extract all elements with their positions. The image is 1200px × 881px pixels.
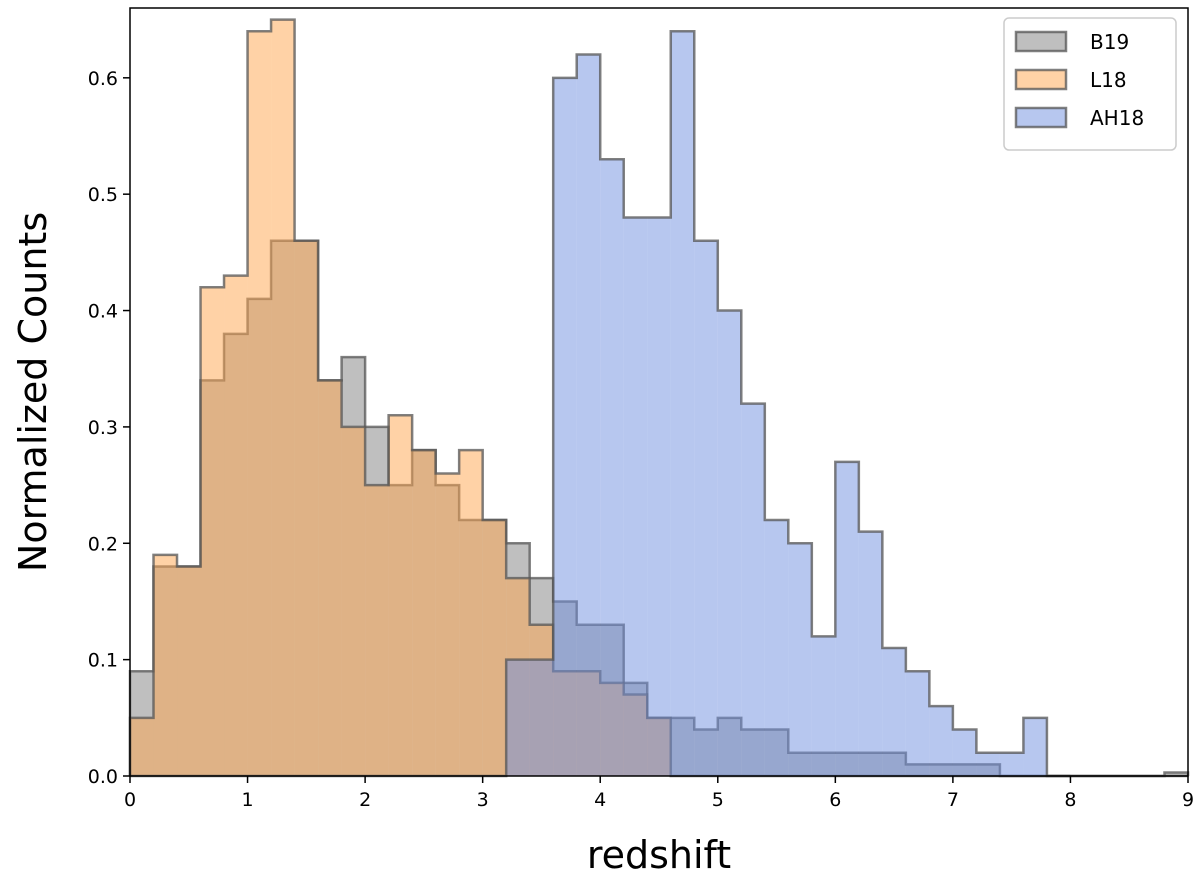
bar [576,54,601,776]
bar [1023,717,1047,776]
legend-swatch [1014,30,1068,53]
bar [553,77,577,777]
bar [412,450,436,776]
legend-label: B19 [1090,30,1129,54]
y-tick-label: 0.5 [88,184,118,206]
x-tick-label: 2 [359,789,371,811]
bar [506,659,530,776]
plot-frame [129,7,1189,777]
bar [670,31,695,777]
bar [835,461,859,776]
x-tick-label: 1 [242,789,254,811]
x-tick-label: 5 [712,789,724,811]
y-tick-label: 0.1 [88,650,118,672]
x-tick-label: 0 [124,789,136,811]
legend-label: AH18 [1090,106,1144,130]
x-tick-label: 7 [947,789,959,811]
y-tick-label: 0.6 [88,68,118,90]
bar [177,566,201,776]
bar [952,729,977,776]
y-axis-label: Normalized Counts [11,212,55,572]
y-tick-label: 0.2 [88,533,118,555]
bar [623,217,648,777]
series-ah18 [130,30,1071,778]
bar [435,473,460,776]
x-tick-label: 9 [1182,789,1194,811]
bar [341,426,366,776]
bar [271,19,295,777]
legend: B19 L18 AH18 [1003,17,1177,151]
x-tick-label: 3 [477,789,489,811]
bar [153,554,178,776]
axis-ticks: 0 1 2 3 4 5 6 7 8 9 0.0 0.1 0.2 0.3 0.4 0.5 0.6 [88,68,1194,811]
x-tick-label: 6 [829,789,841,811]
bar [294,240,319,776]
legend-swatch [1014,106,1068,129]
bar [1164,772,1188,776]
bar [882,648,906,776]
bar [247,31,272,777]
bar [529,659,554,776]
legend-swatch [1014,68,1068,91]
bar [365,485,389,776]
bar [976,752,1000,776]
bar [811,636,836,776]
bar [459,450,483,776]
bar [388,415,413,776]
x-tick-label: 4 [594,789,606,811]
legend-label: L18 [1090,68,1127,92]
bar [764,520,789,776]
x-tick-label: 8 [1064,789,1076,811]
bar [929,706,953,776]
y-tick-label: 0.3 [88,417,118,439]
bar [717,310,742,776]
y-tick-label: 0.0 [88,766,118,788]
bar [905,671,930,776]
bar [200,287,225,776]
bar [318,380,342,776]
bar [741,403,765,776]
bar [999,752,1024,776]
bar [694,240,718,776]
bar [788,543,812,776]
bar [600,159,624,777]
bar [130,717,154,776]
y-tick-label: 0.4 [88,301,118,323]
x-axis-label: redshift [587,833,731,877]
bar [858,531,883,776]
bar [482,520,507,776]
bar [647,217,671,777]
histogram-bars [128,18,1190,778]
bar [224,275,248,776]
